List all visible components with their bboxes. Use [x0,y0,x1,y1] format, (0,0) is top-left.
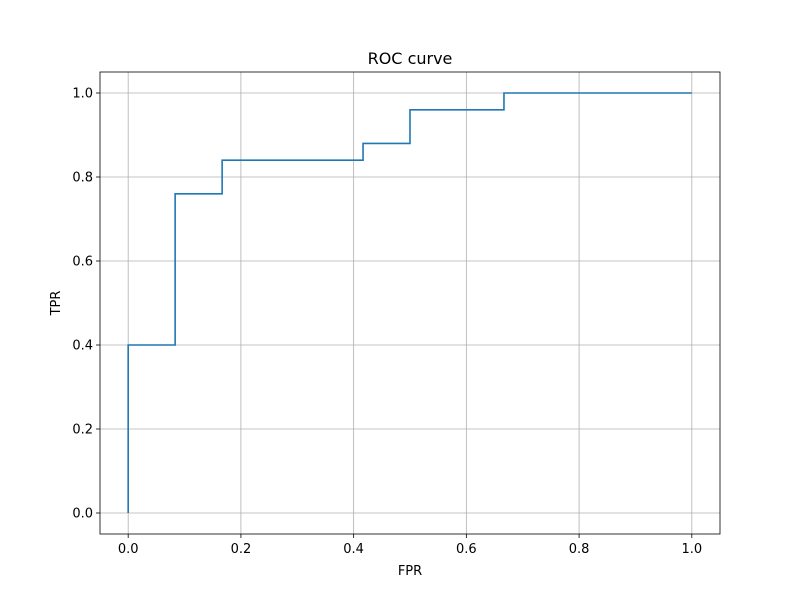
series-layer [127,92,692,513]
y-axis-label: TPR [49,291,64,317]
chart-title: ROC curve [368,49,453,68]
y-tick-label: 0.0 [72,507,93,522]
x-tick-label: 0.0 [118,542,139,557]
grid [100,72,720,534]
x-axis-label: FPR [398,564,422,579]
roc-series-line [127,92,692,513]
y-tick-label: 0.4 [72,339,93,354]
x-tick-label: 0.6 [456,542,477,557]
x-tick-label: 0.2 [231,542,252,557]
y-tick-label: 0.2 [72,423,93,438]
y-tick-label: 1.0 [72,87,93,102]
y-tick-label: 0.8 [72,171,93,186]
x-tick-label: 1.0 [681,542,702,557]
y-tick-label: 0.6 [72,255,93,270]
x-tick-label: 0.8 [569,542,590,557]
x-tick-label: 0.4 [343,542,364,557]
ticks: 0.0 0.2 0.4 0.6 0.8 1.0 0.0 0.2 0.4 0.6 0.8 1.0 [72,87,702,558]
axes-frame [99,71,721,535]
